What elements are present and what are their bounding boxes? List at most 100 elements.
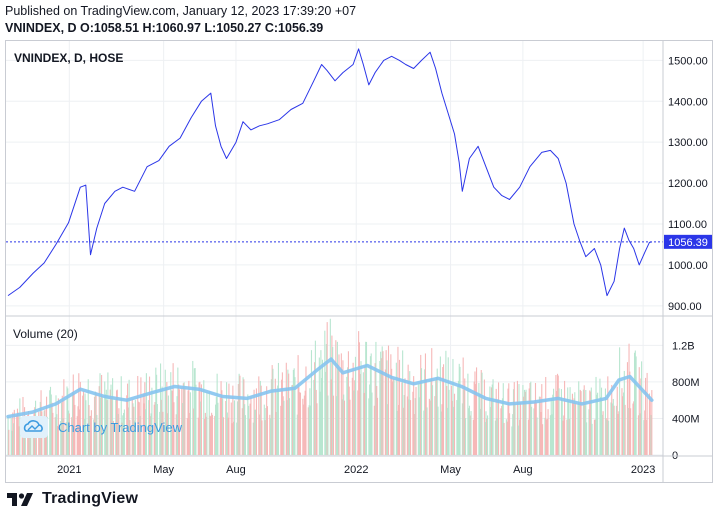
volume-bar xyxy=(123,409,125,455)
volume-bar xyxy=(566,419,568,455)
volume-bar xyxy=(82,391,85,455)
volume-bar xyxy=(484,422,486,455)
volume-bar xyxy=(271,365,273,455)
volume-bar xyxy=(265,408,267,455)
volume-bar xyxy=(318,357,320,455)
volume-bar xyxy=(563,415,565,455)
volume-bar xyxy=(115,400,117,455)
volume-bar xyxy=(442,364,445,455)
volume-bar xyxy=(492,379,494,455)
time-tick-label: 2023 xyxy=(631,464,655,476)
volume-bar xyxy=(451,400,453,455)
volume-bar xyxy=(221,390,223,455)
volume-bar xyxy=(208,390,210,455)
volume-bar xyxy=(425,379,427,455)
volume-bar xyxy=(18,426,20,455)
volume-bar xyxy=(277,362,280,455)
volume-bar xyxy=(467,373,469,455)
volume-bar xyxy=(401,382,403,455)
volume-bar xyxy=(189,392,191,455)
volume-bar xyxy=(437,406,439,455)
volume-bar xyxy=(640,378,642,455)
volume-bar xyxy=(505,419,507,455)
volume-bar xyxy=(459,366,461,455)
volume-bar xyxy=(98,386,100,455)
volume-bar xyxy=(67,388,69,455)
volume-bar xyxy=(127,407,129,455)
volume-bar xyxy=(183,382,185,455)
volume-bar xyxy=(498,382,500,455)
volume-bar xyxy=(386,360,388,455)
volume-bar xyxy=(633,401,635,455)
volume-bar xyxy=(580,391,582,455)
volume-bar xyxy=(560,389,562,455)
volume-bar xyxy=(511,426,513,455)
volume-bar xyxy=(593,419,595,455)
volume-bar xyxy=(100,397,102,455)
volume-bar xyxy=(315,389,317,455)
volume-bar xyxy=(250,396,252,455)
volume-bar xyxy=(90,415,92,455)
volume-bar xyxy=(527,419,529,455)
volume-bar xyxy=(468,408,470,455)
watermark-text: Chart by TradingView xyxy=(58,420,183,435)
volume-bar xyxy=(106,400,108,455)
volume-bar xyxy=(591,423,593,455)
volume-bar xyxy=(111,397,113,455)
volume-bar xyxy=(140,377,142,455)
volume-bar xyxy=(441,404,443,455)
volume-bar xyxy=(618,411,620,455)
volume-bar xyxy=(148,376,151,455)
volume-bar xyxy=(304,390,306,455)
price-tick-label: 900.00 xyxy=(668,301,702,313)
volume-bar xyxy=(156,374,158,455)
volume-bar xyxy=(228,383,230,455)
volume-bar xyxy=(409,400,412,455)
volume-bar xyxy=(239,375,241,455)
volume-bar xyxy=(121,422,123,455)
volume-bar xyxy=(528,388,530,455)
volume-bar xyxy=(139,415,141,455)
volume-bar xyxy=(369,384,371,455)
volume-bar xyxy=(628,343,630,455)
volume-bar xyxy=(150,413,152,455)
volume-bar xyxy=(371,392,373,455)
volume-bar xyxy=(52,412,54,455)
volume-bar xyxy=(116,389,118,455)
volume-bar xyxy=(597,392,599,455)
volume-bar xyxy=(596,394,598,455)
time-tick-label: 2022 xyxy=(344,464,368,476)
volume-bar xyxy=(123,412,125,455)
volume-bar xyxy=(586,422,588,455)
volume-bar xyxy=(415,386,417,455)
volume-bar xyxy=(226,382,228,455)
volume-bar xyxy=(13,423,15,455)
volume-bar xyxy=(569,387,571,455)
volume-bar xyxy=(508,383,510,455)
volume-bar xyxy=(61,395,63,455)
volume-bar xyxy=(602,411,604,455)
volume-bar xyxy=(529,382,531,455)
volume-bar xyxy=(453,393,456,455)
volume-bar xyxy=(276,390,278,455)
volume-bar xyxy=(120,376,122,455)
volume-bar xyxy=(122,415,124,455)
volume-bar xyxy=(63,379,65,455)
volume-tick-label: 400M xyxy=(672,413,700,425)
volume-bar xyxy=(373,405,375,455)
volume-bar xyxy=(144,382,146,455)
volume-bar xyxy=(287,369,289,455)
volume-bar xyxy=(170,372,172,455)
volume-bar xyxy=(435,380,437,455)
volume-bar xyxy=(358,342,360,455)
volume-bar xyxy=(326,322,328,455)
volume-bar xyxy=(475,367,478,455)
footer-logo[interactable]: TradingView xyxy=(7,488,138,510)
volume-bar xyxy=(595,376,597,455)
volume-bar xyxy=(93,396,96,455)
volume-bar xyxy=(324,330,326,455)
volume-bar xyxy=(635,356,637,455)
volume-bar xyxy=(629,371,631,455)
volume-bar xyxy=(351,377,353,455)
